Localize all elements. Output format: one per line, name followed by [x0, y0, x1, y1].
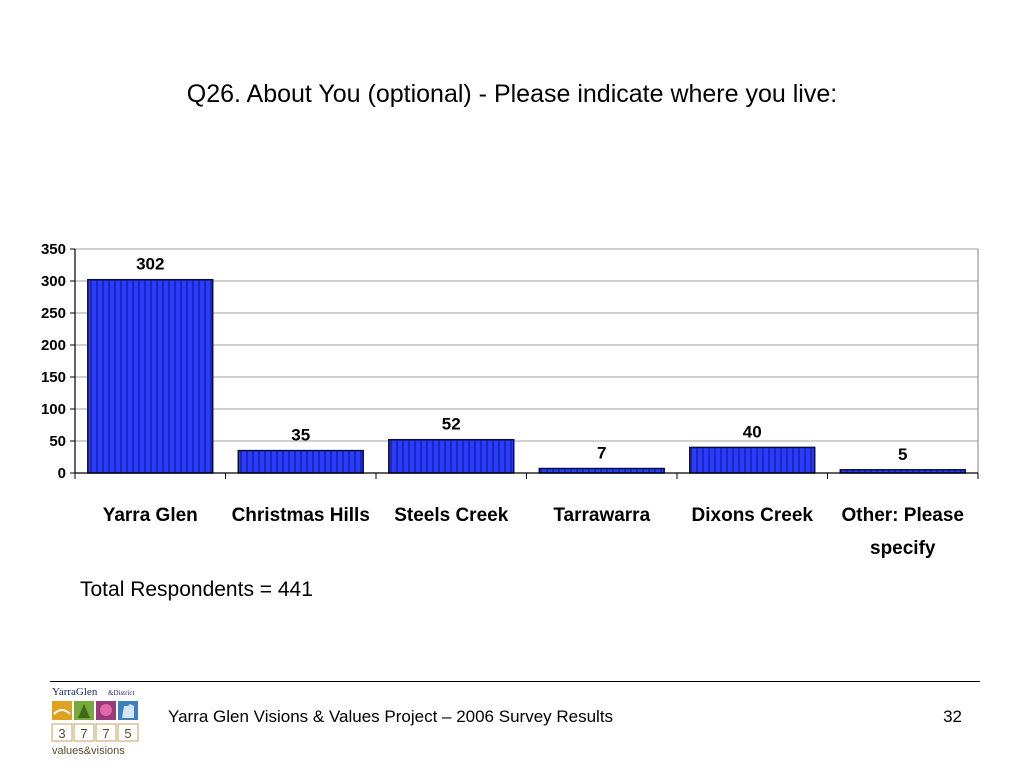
y-tick-label: 300	[41, 273, 66, 290]
bars	[87, 278, 966, 474]
slide-title: Q26. About You (optional) - Please indic…	[186, 80, 838, 108]
logo-digit: 7	[102, 726, 109, 741]
logo-digit: 5	[124, 726, 131, 741]
bar	[237, 449, 364, 474]
y-tick-label: 350	[41, 241, 66, 258]
logo-top-suffix: &District	[108, 689, 134, 697]
footer-text: Yarra Glen Visions & Values Project – 20…	[168, 707, 614, 726]
bar	[689, 446, 816, 474]
x-tick-label: Tarrawarra	[553, 505, 650, 526]
y-tick-label: 200	[41, 337, 66, 354]
y-tick-label: 250	[41, 305, 66, 322]
logo-digit: 7	[80, 726, 87, 741]
page-number: 32	[943, 707, 962, 726]
x-tick-label: Dixons Creek	[692, 505, 814, 526]
y-tick-label: 100	[41, 401, 66, 418]
data-label: 5	[898, 445, 907, 464]
data-label: 7	[597, 444, 606, 463]
data-label: 52	[442, 415, 461, 434]
logo-digit: 3	[58, 726, 65, 741]
x-tick-label: Other: Please	[842, 505, 965, 526]
yarra-glen-logo: YarraGlen &District 3 7 7 5 values&visio…	[51, 686, 139, 757]
x-tick-label: specify	[870, 538, 936, 559]
x-tick-label: Christmas Hills	[232, 505, 370, 526]
data-label: 40	[743, 422, 762, 441]
x-tick-label: Steels Creek	[394, 505, 509, 526]
data-labels: 302 35 52 7 40 5	[136, 255, 907, 464]
data-label: 302	[136, 255, 164, 274]
y-tick-labels: 0 50 100 150 200 250 300 350	[41, 241, 66, 482]
total-respondents: Total Respondents = 441	[80, 578, 313, 601]
y-tick-label: 150	[41, 369, 66, 386]
x-tick-label: Yarra Glen	[103, 505, 198, 526]
axes	[70, 248, 979, 479]
logo-top-text: YarraGlen	[52, 686, 98, 698]
y-tick-label: 50	[49, 433, 66, 450]
logo-bottom-text: values&visions	[52, 745, 125, 757]
y-tick-label: 0	[58, 465, 66, 482]
footer-divider	[50, 681, 980, 682]
data-label: 35	[291, 426, 310, 445]
bar	[538, 467, 665, 474]
logo-digits: 3 7 7 5	[51, 723, 139, 742]
bar	[87, 278, 214, 474]
bar	[388, 438, 515, 474]
bar-chart: 302 35 52 7 40 5 0 50 100 150 200 250 300 350 Yarra …	[41, 241, 979, 559]
x-tick-labels: Yarra Glen Christmas Hills Steels Creek Tar…	[103, 505, 964, 559]
